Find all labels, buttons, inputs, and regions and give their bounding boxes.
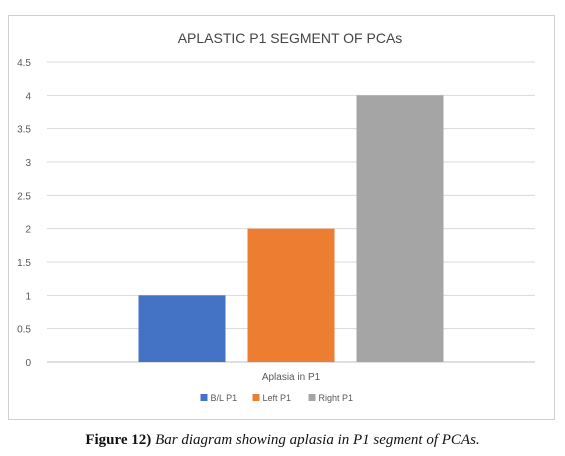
y-tick-label: 1.5 [17,258,31,269]
chart-frame: APLASTIC P1 SEGMENT OF PCAs 0 0.5 1 1.5 2 2.5… [8,15,555,420]
y-tick-label: 3 [25,158,31,169]
legend-swatch [252,394,260,401]
bar-right-p1 [356,95,444,362]
y-tick-label: 0.5 [17,325,31,336]
bar-chart: APLASTIC P1 SEGMENT OF PCAs 0 0.5 1 1.5 2 2.5… [17,30,535,403]
legend-label: Right P1 [319,393,354,403]
caption-text: Bar diagram showing aplasia in P1 segmen… [155,432,480,448]
y-tick-label: 2 [25,225,31,236]
bar-b-l-p1 [138,295,226,362]
legend-swatch [200,394,208,401]
y-tick-label: 4.5 [17,58,31,69]
y-tick-label: 4 [25,91,31,102]
legend-swatch [308,394,316,401]
legend-label: B/L P1 [211,393,238,403]
caption-lead: Figure 12) [85,432,152,448]
bar-left-p1 [247,228,335,362]
y-tick-label: 1 [25,291,31,302]
x-category-label: Aplasia in P1 [262,372,321,383]
chart-title: APLASTIC P1 SEGMENT OF PCAs [178,30,403,46]
y-tick-label: 3.5 [17,125,31,136]
figure-caption: Figure 12) Bar diagram showing aplasia i… [0,432,565,449]
y-tick-label: 0 [25,358,31,369]
y-tick-label: 2.5 [17,191,31,202]
legend-label: Left P1 [263,393,292,403]
